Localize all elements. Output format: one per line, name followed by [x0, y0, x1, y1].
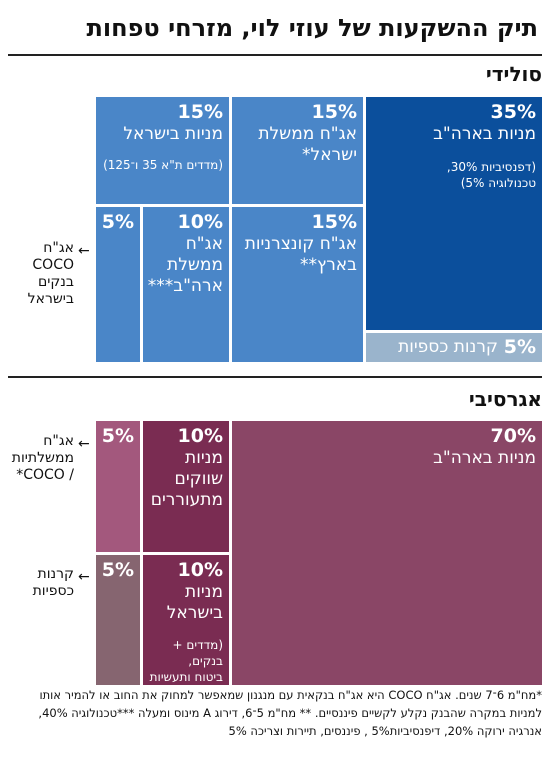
- tile-percent: 5%: [101, 559, 134, 581]
- tile-label: מניות בישראל: [123, 124, 223, 144]
- treemap-tile-aggressive-5: 5%: [96, 555, 140, 685]
- side-label-aggressive-1: אג"ח ממשלתיות / COCO*: [11, 433, 74, 483]
- tile-label: מניות שווקים מתעוררים: [150, 448, 223, 510]
- tile-label: אג"ח ממשלת ארה"ב***: [147, 234, 223, 296]
- treemap-tile-solid-1: 35% מניות בארה"ב (דפנסיביות 30%, טכנולוגיה…: [366, 97, 542, 330]
- treemap-tile-solid-3: 15% אג"ח ממשלת ישראל*: [232, 97, 363, 204]
- treemap-tile-aggressive-4: 5%: [96, 421, 140, 552]
- section-label-solid: סולידי: [485, 62, 542, 86]
- treemap-tile-solid-4: 15% אג"ח קונצרניות בארץ**: [232, 207, 363, 362]
- section-label-aggressive: אגרסיבי: [468, 387, 542, 411]
- tile-percent: 70%: [490, 425, 536, 447]
- tile-label: אג"ח קונצרניות בארץ**: [244, 234, 357, 275]
- arrow-left-icon: ←: [78, 243, 90, 259]
- treemap-tile-solid-2: 15% מניות בישראל (מדדים ת"א 35 ו־125): [96, 97, 229, 204]
- tile-label: אג"ח ממשלת ישראל*: [258, 124, 357, 165]
- treemap-tile-solid-7: 5% קרנות כספיות: [366, 333, 542, 362]
- title-bar: תיק ההשקעות של עוזי לוי, מזרחי טפחות: [8, 8, 542, 56]
- tile-percent: 10%: [177, 559, 223, 581]
- tile-percent: 15%: [311, 101, 357, 123]
- tile-note: (מדדים + בנקים, ביטוח ותעשיות ביטחוניות): [149, 638, 223, 684]
- arrow-left-icon: ←: [78, 569, 90, 585]
- tile-note: (מדדים ת"א 35 ו־125): [103, 158, 223, 172]
- tile-label: קרנות כספיות: [398, 337, 498, 357]
- tile-percent: 5%: [101, 425, 134, 447]
- tile-percent: 15%: [311, 211, 357, 233]
- arrow-left-icon: ←: [78, 436, 90, 452]
- page-title: תיק ההשקעות של עוזי לוי, מזרחי טפחות: [86, 14, 538, 42]
- section-divider: [8, 376, 542, 378]
- footnote: *מח"מ 6־7 שנים. אג"ח COCO היא אג"ח בנקאי…: [38, 688, 542, 738]
- treemap-tile-aggressive-1: 70% מניות בארה"ב: [232, 421, 542, 685]
- tile-percent: 5%: [101, 211, 134, 233]
- tile-label: מניות בארה"ב: [433, 448, 536, 468]
- side-label-aggressive-2: קרנות כספיות: [32, 566, 74, 599]
- tile-percent: 10%: [177, 211, 223, 233]
- tile-percent: 5%: [503, 336, 536, 358]
- treemap-tile-aggressive-2: 10% מניות שווקים מתעוררים: [143, 421, 229, 552]
- tile-note: (דפנסיביות 30%, טכנולוגיה 5%): [446, 160, 536, 190]
- side-label-solid-1: אג"ח COCO בנקים בישראל: [27, 240, 74, 307]
- tile-percent: 35%: [490, 101, 536, 123]
- tile-percent: 10%: [177, 425, 223, 447]
- tile-label: מניות בארה"ב: [433, 124, 536, 144]
- tile-label: מניות בישראל: [166, 582, 223, 623]
- tile-percent: 15%: [177, 101, 223, 123]
- treemap-tile-solid-6: 5%: [96, 207, 140, 362]
- treemap-tile-solid-5: 10% אג"ח ממשלת ארה"ב***: [143, 207, 229, 362]
- treemap-tile-aggressive-3: 10% מניות בישראל (מדדים + בנקים, ביטוח ותע…: [143, 555, 229, 685]
